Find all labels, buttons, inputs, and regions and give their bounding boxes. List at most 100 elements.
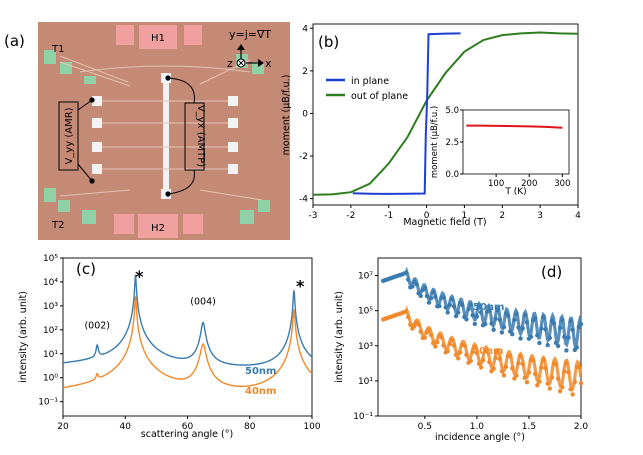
x-arrow-head bbox=[258, 59, 264, 67]
data-point-40nm bbox=[495, 350, 500, 355]
series-label-50nm-c: 50nm bbox=[245, 366, 276, 377]
data-point-50nm bbox=[472, 321, 477, 327]
pad-white bbox=[228, 118, 238, 128]
data-point-40nm bbox=[578, 381, 584, 386]
inset-y-tick-label: 2.5 bbox=[445, 138, 459, 148]
y-tick-label-b: 2 bbox=[302, 67, 308, 77]
label-h2: H2 bbox=[151, 223, 165, 234]
data-point-50nm bbox=[414, 282, 419, 287]
data-point-40nm bbox=[549, 375, 555, 380]
inset-y-label: moment (μB/f.u.) bbox=[430, 106, 440, 178]
x-tick-label-b: -2 bbox=[346, 211, 355, 221]
axis-ticks-b: -3 -2 -1 0 1 2 3 4 -4 -2 0 2 4 bbox=[299, 24, 581, 221]
annotation-c: * bbox=[296, 277, 305, 296]
y-tick-label-b: 0 bbox=[302, 109, 308, 119]
data-point-40nm bbox=[526, 370, 532, 375]
data-point-40nm bbox=[487, 359, 492, 365]
inset-x-label: T (K) bbox=[504, 187, 526, 197]
data-point-50nm bbox=[522, 312, 527, 318]
y-tick-label-d: 10¹ bbox=[358, 377, 373, 387]
data-point-50nm bbox=[487, 307, 492, 313]
pad-h2a bbox=[114, 214, 134, 234]
data-point-40nm bbox=[541, 357, 546, 363]
x-tick-label-d: 0.5 bbox=[418, 422, 432, 432]
data-point-50nm bbox=[497, 317, 502, 322]
y-tick-label-d: 10⁻¹ bbox=[353, 412, 373, 422]
y-tick-label-c: 10¹ bbox=[43, 350, 58, 360]
data-point-50nm bbox=[533, 315, 538, 321]
data-point-40nm bbox=[524, 380, 530, 385]
pad-h2c bbox=[183, 214, 203, 234]
data-point-50nm bbox=[564, 348, 569, 353]
data-point-40nm bbox=[508, 354, 513, 359]
pad-white bbox=[228, 96, 238, 106]
data-point-50nm bbox=[483, 321, 488, 327]
y-tick-label-c: 10³ bbox=[43, 302, 58, 312]
data-point-40nm bbox=[543, 366, 548, 371]
series-line-50nm bbox=[63, 274, 313, 366]
panel-b-label: (b) bbox=[318, 33, 339, 51]
data-point-40nm bbox=[503, 364, 509, 369]
data-point-40nm bbox=[564, 360, 569, 366]
label-t2: T2 bbox=[51, 220, 64, 231]
data-point-50nm bbox=[545, 342, 550, 348]
panel-c: (c) 20 40 60 80 100 10⁻¹ 10⁰ 10¹ 10² 10³ 10⁴ 10⁵ (0… bbox=[18, 254, 321, 440]
y-tick-label-b: 4 bbox=[302, 24, 308, 34]
data-point-40nm bbox=[418, 329, 423, 334]
contact-dot bbox=[165, 75, 171, 81]
data-point-40nm bbox=[464, 352, 469, 357]
pad-h1c bbox=[184, 25, 202, 45]
plot-frame-b bbox=[312, 23, 579, 206]
data-point-50nm bbox=[460, 302, 465, 308]
series-line-out-of-plane bbox=[312, 31, 579, 196]
data-point-50nm bbox=[464, 317, 469, 322]
data-point-40nm bbox=[518, 354, 523, 359]
data-point-50nm bbox=[535, 333, 540, 338]
data-point-50nm bbox=[468, 302, 473, 307]
data-point-50nm bbox=[553, 340, 559, 345]
y-tick-label-c: 10⁴ bbox=[43, 278, 58, 288]
x-tick-label-c: 60 bbox=[182, 422, 194, 432]
inset-x-tick-label: 100 bbox=[488, 179, 504, 189]
series-label-40nm-c: 40nm bbox=[245, 386, 276, 397]
data-point-40nm bbox=[441, 343, 446, 348]
series-points-d bbox=[381, 266, 584, 397]
x-tick-label-c: 80 bbox=[244, 422, 256, 432]
plot-frame-d bbox=[377, 257, 582, 417]
inset-x-tick-label: 200 bbox=[521, 179, 537, 189]
data-point-50nm bbox=[406, 277, 411, 282]
amtp-leads bbox=[167, 77, 195, 195]
series-line-in-plane bbox=[352, 32, 461, 195]
data-point-50nm bbox=[449, 296, 455, 302]
data-point-50nm bbox=[478, 310, 484, 315]
y-tick-label-c: 10⁰ bbox=[43, 374, 58, 384]
data-point-40nm bbox=[522, 375, 527, 380]
x-tick-label-b: -1 bbox=[384, 211, 393, 221]
data-point-40nm bbox=[537, 379, 542, 384]
data-point-40nm bbox=[545, 381, 550, 386]
data-point-50nm bbox=[539, 326, 544, 331]
x-tick-label-b: 1 bbox=[462, 211, 468, 221]
data-point-40nm bbox=[416, 322, 421, 327]
data-point-50nm bbox=[516, 325, 521, 330]
data-point-40nm bbox=[422, 335, 427, 340]
data-point-40nm bbox=[572, 379, 577, 385]
data-point-50nm bbox=[560, 317, 565, 323]
data-point-50nm bbox=[451, 304, 457, 309]
data-point-40nm bbox=[474, 350, 480, 356]
label-z: z bbox=[227, 57, 233, 70]
data-point-50nm bbox=[433, 294, 438, 299]
panel-c-label: (c) bbox=[76, 260, 96, 278]
data-point-50nm bbox=[499, 330, 505, 335]
x-tick-label-c: 20 bbox=[57, 422, 69, 432]
data-point-50nm bbox=[537, 340, 542, 346]
data-point-40nm bbox=[568, 387, 573, 392]
data-point-50nm bbox=[426, 300, 432, 305]
data-point-50nm bbox=[528, 334, 534, 339]
y-tick-label-d: 10⁷ bbox=[358, 272, 373, 282]
data-point-50nm bbox=[431, 290, 436, 295]
data-point-40nm bbox=[491, 366, 496, 371]
z-cross-icon bbox=[237, 59, 245, 67]
inset-ticks: 100 200 300 0.0 2.5 5.0 bbox=[445, 106, 570, 189]
pad-h2b bbox=[138, 214, 178, 238]
